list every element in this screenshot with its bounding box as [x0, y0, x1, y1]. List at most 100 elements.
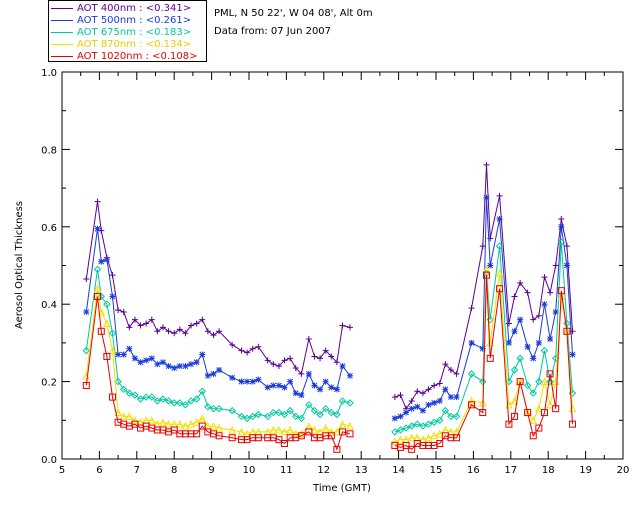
data-point	[286, 406, 294, 415]
data-point	[546, 370, 554, 378]
data-point	[529, 416, 538, 424]
data-point	[281, 357, 288, 364]
data-point	[216, 328, 223, 335]
data-point	[436, 397, 443, 404]
data-point	[170, 426, 178, 434]
data-point	[193, 320, 200, 327]
data-point	[229, 374, 236, 381]
data-point	[441, 406, 450, 415]
data-point	[322, 347, 329, 354]
data-point	[311, 382, 318, 389]
data-point	[193, 430, 201, 438]
x-tick-label: 6	[96, 465, 102, 476]
legend-label: AOT 400nm : <0.341>	[77, 3, 192, 14]
data-point	[511, 328, 518, 335]
data-point	[419, 422, 427, 430]
data-point	[338, 397, 347, 405]
data-point	[529, 432, 537, 440]
data-point	[540, 377, 549, 386]
data-point	[82, 346, 91, 355]
data-point	[254, 410, 263, 419]
data-point	[430, 418, 438, 426]
data-point	[495, 269, 504, 277]
data-point	[255, 343, 262, 350]
data-point	[244, 349, 251, 356]
data-point	[94, 225, 101, 232]
data-point	[524, 289, 531, 296]
data-point	[346, 421, 354, 430]
data-point	[193, 359, 200, 366]
data-point	[424, 420, 433, 428]
data-point	[391, 415, 398, 422]
data-point	[215, 423, 223, 432]
data-point	[148, 393, 156, 401]
data-point	[569, 420, 577, 428]
data-point	[98, 258, 105, 265]
series	[83, 161, 576, 412]
data-point	[468, 339, 475, 346]
data-point	[563, 243, 570, 250]
legend-label: AOT 500nm : <0.261>	[77, 15, 192, 26]
data-point	[419, 407, 426, 414]
data-point	[511, 293, 518, 300]
data-point	[153, 397, 162, 405]
data-point	[453, 394, 460, 401]
data-point	[338, 420, 347, 428]
data-point	[310, 425, 319, 434]
data-point	[215, 432, 223, 440]
x-tick-label: 20	[617, 465, 630, 476]
data-point	[402, 441, 410, 449]
data-point	[535, 424, 543, 432]
legend-entry: AOT 675nm : <0.183>	[51, 27, 191, 39]
data-point	[187, 420, 195, 428]
data-point	[524, 343, 531, 350]
data-point	[181, 401, 190, 409]
data-point	[249, 412, 257, 421]
data-point	[321, 404, 330, 413]
data-point	[228, 425, 236, 434]
data-point	[311, 353, 318, 360]
data-point	[254, 434, 262, 442]
data-point	[142, 393, 150, 401]
data-point	[176, 399, 184, 407]
data-point	[397, 413, 404, 420]
y-axis-label: Aerosol Optical Thickness	[14, 201, 25, 329]
data-point	[479, 243, 486, 250]
data-point	[569, 328, 576, 335]
data-point	[414, 403, 421, 410]
data-point	[333, 410, 341, 419]
data-point	[159, 324, 166, 331]
data-point	[327, 408, 335, 417]
data-point	[517, 279, 524, 286]
data-point	[93, 284, 102, 293]
data-point	[131, 420, 139, 428]
data-point	[505, 339, 512, 346]
data-point	[228, 434, 236, 442]
data-point	[126, 324, 133, 331]
data-point	[103, 256, 110, 263]
x-tick-label: 15	[430, 465, 443, 476]
x-tick-label: 11	[280, 465, 293, 476]
data-point	[108, 329, 117, 337]
x-axis-label: Time (GMT)	[312, 483, 371, 494]
data-point	[109, 272, 116, 279]
data-point	[209, 404, 218, 413]
data-point	[516, 378, 524, 386]
series-line	[85, 269, 573, 443]
data-point	[486, 338, 495, 347]
data-point	[216, 366, 223, 373]
data-point	[396, 426, 405, 434]
data-point	[558, 223, 565, 230]
data-point	[479, 345, 486, 352]
y-tick-label: 0.4	[41, 300, 57, 311]
data-point	[204, 372, 211, 379]
data-point	[148, 355, 155, 362]
data-point	[322, 378, 329, 385]
data-point	[511, 412, 519, 420]
data-point	[496, 285, 504, 293]
data-point	[453, 370, 460, 377]
x-tick-label: 18	[542, 465, 555, 476]
data-point	[442, 386, 449, 393]
data-point	[297, 429, 306, 438]
data-point	[154, 328, 161, 335]
